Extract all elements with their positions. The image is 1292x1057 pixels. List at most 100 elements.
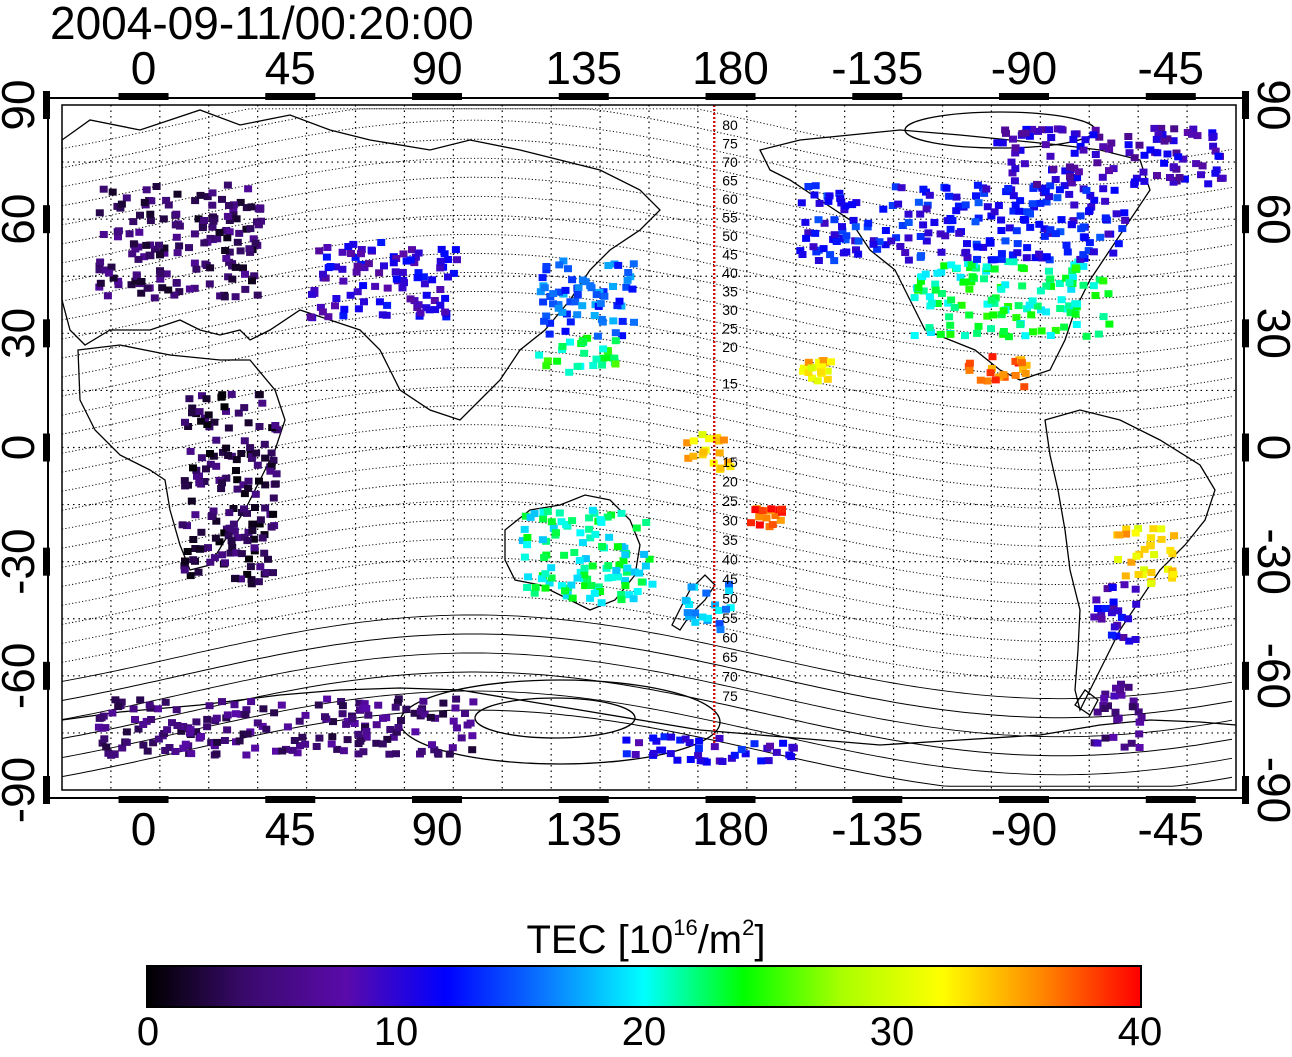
tec-cell [997, 250, 1006, 258]
tec-cell [132, 272, 141, 280]
tec-cell [187, 750, 196, 758]
mlat-label-north: 15 [722, 376, 738, 392]
tec-cell [227, 537, 236, 545]
tec-cell [189, 464, 197, 472]
tec-cell [164, 286, 173, 294]
tec-cell [617, 596, 626, 604]
tec-cell [1038, 126, 1047, 134]
tec-cell [573, 311, 582, 319]
tec-cell [630, 568, 639, 576]
tec-cell [364, 260, 373, 268]
tec-cell [524, 573, 533, 581]
tec-cell [1076, 212, 1085, 220]
tec-cell [546, 319, 555, 327]
tec-cell [416, 309, 425, 317]
tec-cell [1072, 321, 1081, 328]
tec-cell [1070, 149, 1079, 157]
top-lon-label: 180 [692, 42, 769, 94]
tec-cell [232, 549, 241, 557]
tec-cell [542, 263, 551, 270]
tec-cell [255, 423, 264, 430]
tec-cell [1080, 234, 1089, 242]
tec-cell [172, 210, 181, 218]
tec-cell [146, 210, 155, 218]
tec-cell [613, 302, 622, 310]
tec-cell [1099, 277, 1108, 285]
bottom-tick-bar [558, 796, 609, 803]
tec-cell [1160, 137, 1169, 145]
tec-cell [954, 202, 963, 210]
tec-cell [573, 574, 582, 582]
left-tick-bar [43, 776, 50, 804]
tec-cell [881, 241, 890, 249]
top-tick-bar [705, 93, 756, 100]
tec-cell [1192, 160, 1201, 168]
tec-cell [578, 539, 587, 547]
right-lat-label: 60 [1248, 194, 1292, 245]
tec-cell [1120, 581, 1129, 589]
tec-cell [198, 392, 206, 400]
tec-cell [537, 575, 546, 583]
tec-cell [830, 231, 839, 239]
tec-cell [254, 205, 263, 213]
tec-cell [1001, 237, 1010, 245]
tec-cell [914, 284, 923, 292]
tec-cell [1172, 149, 1181, 157]
tec-cell [1079, 146, 1088, 154]
tec-cell [352, 268, 361, 276]
tec-cell [315, 734, 324, 742]
tec-cell [165, 744, 174, 751]
tec-cell [318, 308, 327, 316]
tec-cell [681, 735, 690, 743]
tec-cell [725, 587, 734, 595]
tec-cell [261, 481, 270, 489]
tec-cell [698, 431, 707, 439]
tec-cell [183, 522, 191, 530]
tec-cell [983, 203, 992, 211]
tec-cell [1099, 313, 1108, 321]
tec-cell [347, 250, 355, 257]
tec-cell [190, 284, 199, 292]
tec-cell [1016, 321, 1025, 329]
tec-cell [259, 705, 268, 713]
tec-cell [1135, 730, 1144, 738]
tec-cell [982, 185, 991, 193]
tec-cell [1051, 176, 1060, 183]
tec-cell [293, 749, 302, 757]
tec-cell [604, 562, 613, 570]
mlat-contour-pole [474, 697, 636, 739]
tec-cell [426, 713, 435, 721]
tec-cell [869, 240, 878, 248]
tec-cell [156, 269, 165, 277]
tec-cell [719, 436, 728, 444]
tec-cell [261, 454, 270, 462]
tec-cell [243, 537, 252, 545]
left-lat-label: 60 [0, 194, 44, 245]
tec-cell [896, 243, 905, 250]
tec-cell [108, 188, 117, 196]
tec-cell [1105, 167, 1113, 175]
tec-cell [343, 736, 352, 744]
map-timestamp-title: 2004-09-11/00:20:00 [50, 0, 474, 49]
tec-cell [1100, 705, 1109, 712]
tec-cell [269, 510, 278, 518]
tec-cell [226, 549, 235, 557]
tec-cell [683, 439, 692, 447]
tec-cell [147, 716, 156, 723]
tec-cell [1166, 546, 1175, 554]
tec-cell [162, 270, 171, 278]
tec-cell [1046, 182, 1055, 190]
tec-cell [159, 215, 168, 223]
tec-cell [129, 705, 138, 713]
top-tick-bar [118, 93, 169, 100]
tec-cell [802, 234, 811, 242]
tec-cell [272, 747, 280, 755]
tec-cell [213, 738, 222, 746]
tec-cell [271, 422, 280, 429]
tec-cell [811, 229, 820, 237]
tec-cell [562, 521, 571, 528]
tec-cell [1103, 585, 1112, 593]
tec-cell [1160, 159, 1169, 167]
tec-cell [270, 709, 279, 717]
tec-cell [983, 300, 992, 308]
